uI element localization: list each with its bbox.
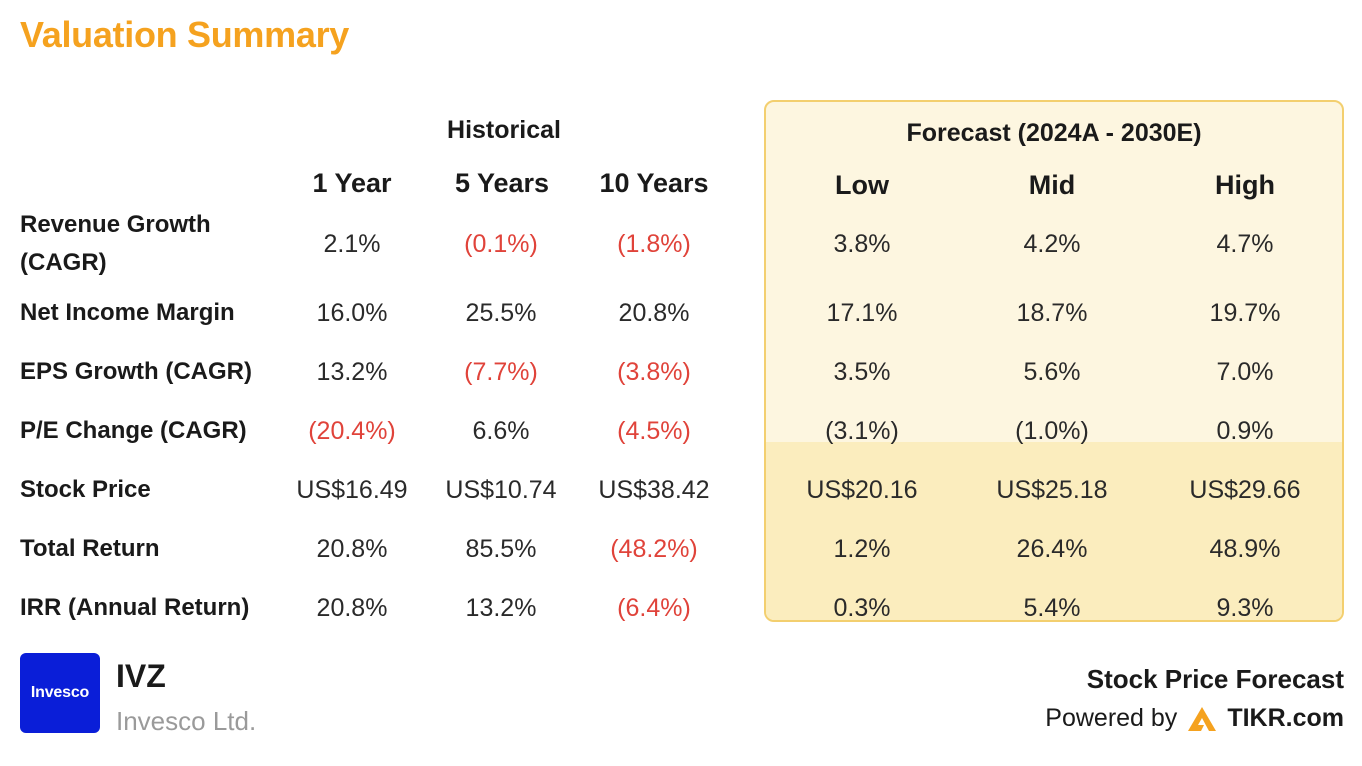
- historical-cell: 13.2%: [465, 594, 537, 622]
- row-label-net-income-margin: Net Income Margin: [20, 299, 235, 326]
- forecast-cell: 0.3%: [833, 594, 891, 622]
- row-label-line: Revenue Growth: [20, 211, 211, 238]
- company-logo-text: Invesco: [30, 684, 90, 701]
- forecast-cell: 17.1%: [826, 299, 898, 327]
- forecast-cell: (1.0%): [1015, 417, 1089, 445]
- historical-cell: (0.1%): [464, 230, 538, 258]
- historical-cell: (20.4%): [308, 417, 396, 445]
- forecast-cell: US$20.16: [806, 476, 918, 504]
- company-ticker: IVZ: [116, 658, 166, 694]
- forecast-panel: Forecast (2024A - 2030E) Low Mid High 3.…: [764, 100, 1344, 622]
- company-name: Invesco Ltd.: [116, 706, 257, 736]
- row-label-irr: IRR (Annual Return): [20, 594, 250, 621]
- forecast-cell: 4.7%: [1216, 230, 1274, 258]
- forecast-header: Forecast (2024A - 2030E): [906, 119, 1202, 147]
- historical-cell: 13.2%: [316, 358, 388, 386]
- company-logo: Invesco: [20, 653, 100, 733]
- row-label-eps-growth: EPS Growth (CAGR): [20, 358, 252, 385]
- historical-cell: 85.5%: [465, 535, 537, 563]
- historical-cell: US$10.74: [445, 476, 557, 504]
- powered-by: Powered by TIKR.com: [1045, 704, 1344, 733]
- col-header-low: Low: [835, 170, 889, 200]
- forecast-cell: 48.9%: [1209, 535, 1281, 563]
- tikr-logo-icon: [1188, 706, 1217, 731]
- col-header-1-year: 1 Year: [312, 168, 392, 198]
- historical-cell: 16.0%: [316, 299, 388, 327]
- forecast-cell: 5.4%: [1023, 594, 1081, 622]
- forecast-cell: US$25.18: [996, 476, 1108, 504]
- tikr-brand: TIKR.com: [1227, 704, 1344, 732]
- historical-cell: US$38.42: [598, 476, 710, 504]
- historical-cell: (7.7%): [464, 358, 538, 386]
- historical-header: Historical: [447, 116, 561, 144]
- forecast-cell: 5.6%: [1023, 358, 1081, 386]
- forecast-cell: 0.9%: [1216, 417, 1274, 445]
- col-header-5-years: 5 Years: [454, 168, 550, 198]
- stock-price-forecast-label: Stock Price Forecast: [1086, 664, 1344, 694]
- historical-cell: (1.8%): [617, 230, 691, 258]
- forecast-cell: 4.2%: [1023, 230, 1081, 258]
- forecast-cell: 19.7%: [1209, 299, 1281, 327]
- historical-cell: (6.4%): [617, 594, 691, 622]
- row-label-total-return: Total Return: [20, 535, 160, 562]
- col-header-mid: Mid: [1028, 170, 1076, 200]
- row-label-line: (CAGR): [20, 249, 107, 276]
- forecast-cell: 3.8%: [833, 230, 891, 258]
- historical-cell: (3.8%): [617, 358, 691, 386]
- forecast-cell: (3.1%): [825, 417, 899, 445]
- historical-cell: 20.8%: [316, 535, 388, 563]
- row-label-stock-price: Stock Price: [20, 476, 151, 503]
- forecast-cell: 7.0%: [1216, 358, 1274, 386]
- forecast-cell: US$29.66: [1189, 476, 1301, 504]
- row-label-revenue-growth: Revenue Growth (CAGR): [20, 206, 211, 282]
- historical-cell: (4.5%): [617, 417, 691, 445]
- powered-by-text: Powered by: [1045, 704, 1178, 732]
- historical-cell: 25.5%: [465, 299, 537, 327]
- forecast-cell: 18.7%: [1016, 299, 1088, 327]
- historical-cell: 20.8%: [316, 594, 388, 622]
- historical-cell: US$16.49: [296, 476, 408, 504]
- historical-cell: (48.2%): [610, 535, 698, 563]
- page-title: Valuation Summary: [20, 14, 350, 55]
- col-header-10-years: 10 Years: [599, 168, 709, 198]
- forecast-cell: 26.4%: [1016, 535, 1088, 563]
- historical-cell: 20.8%: [618, 299, 690, 327]
- forecast-cell: 1.2%: [833, 535, 891, 563]
- forecast-cell: 3.5%: [833, 358, 891, 386]
- historical-cell: 6.6%: [472, 417, 530, 445]
- forecast-cell: 9.3%: [1216, 594, 1274, 622]
- col-header-high: High: [1215, 170, 1275, 200]
- historical-cell: 2.1%: [323, 230, 381, 258]
- row-label-pe-change: P/E Change (CAGR): [20, 417, 247, 444]
- forecast-highlight-band: [766, 442, 1342, 620]
